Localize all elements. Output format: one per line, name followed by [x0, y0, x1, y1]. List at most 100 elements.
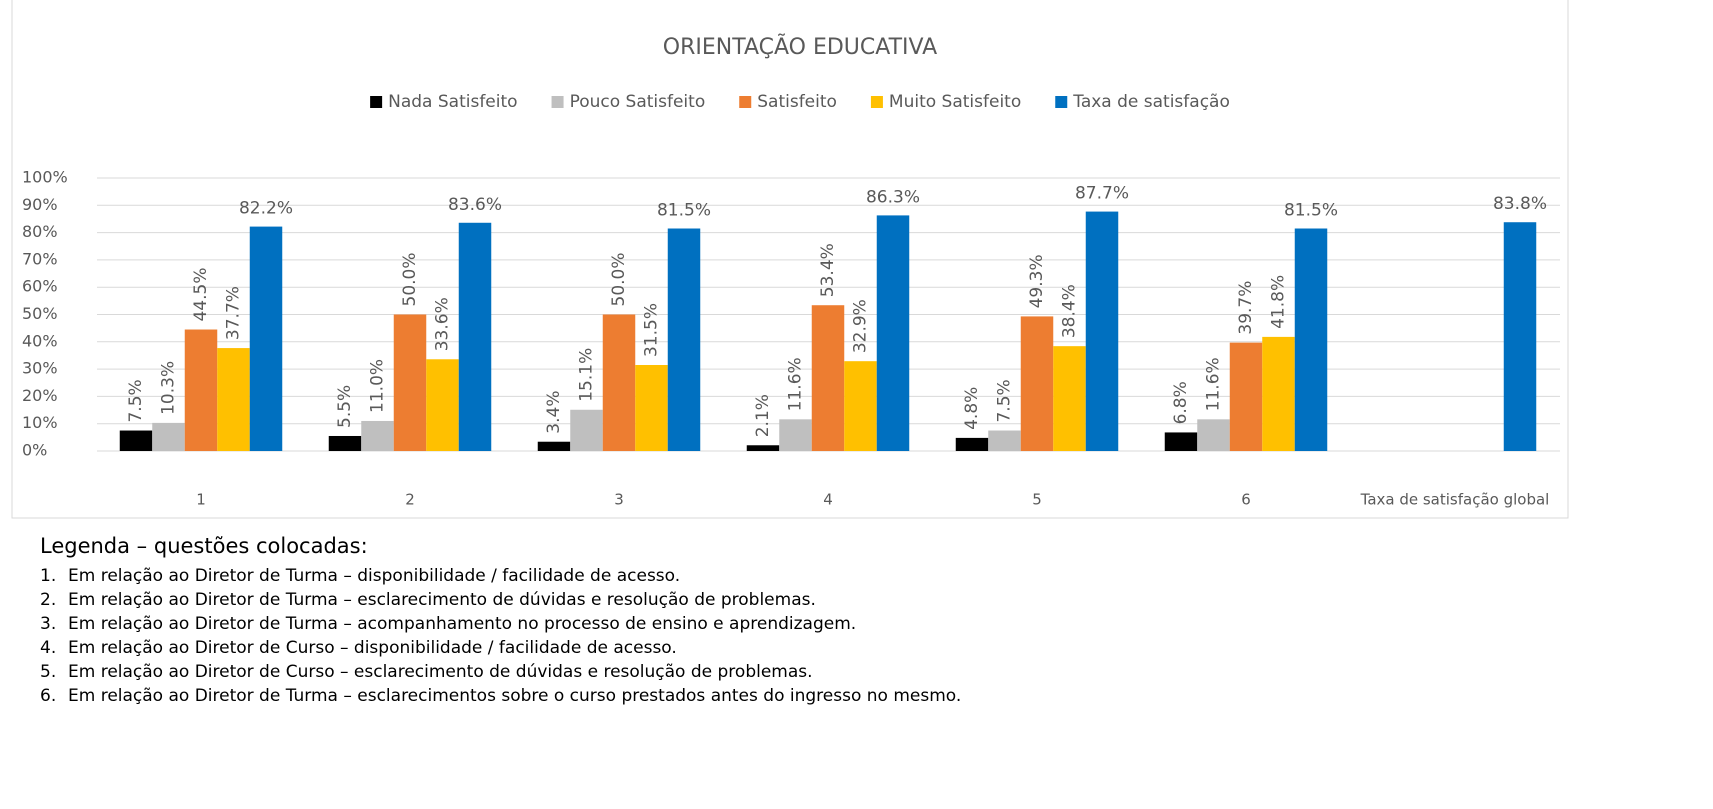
note-text: Em relação ao Diretor de Curso – esclare… [68, 662, 813, 682]
value-label: 50.0% [400, 252, 420, 306]
bar [1020, 316, 1054, 451]
bar [667, 228, 701, 451]
legend-label: Pouco Satisfeito [570, 92, 706, 112]
value-label: 49.3% [1027, 254, 1047, 308]
value-label: 4.8% [962, 387, 982, 430]
legend-swatch [870, 96, 883, 108]
note-number: 6. [40, 686, 57, 706]
bar [635, 365, 668, 451]
notes: Legenda – questões colocadas: 1. Em relaç… [40, 534, 961, 708]
bar [811, 305, 845, 451]
y-tick-label: 100% [22, 168, 68, 187]
bar [779, 419, 812, 451]
y-tick-label: 60% [22, 277, 58, 296]
value-label: 31.5% [642, 303, 662, 357]
note-text: Em relação ao Diretor de Turma – disponi… [68, 566, 681, 586]
legend-label: Nada Satisfeito [388, 92, 517, 112]
bar [602, 314, 636, 451]
note-item: 4. Em relação ao Diretor de Curso – dispo… [40, 636, 961, 660]
y-tick-label: 30% [22, 359, 58, 378]
bar [1229, 342, 1263, 451]
note-number: 3. [40, 614, 57, 634]
bar [844, 361, 877, 451]
note-item: 3. Em relação ao Diretor de Turma – acomp… [40, 612, 961, 636]
value-label: 11.6% [1204, 357, 1224, 411]
bar [361, 420, 394, 451]
note-text: Em relação ao Diretor de Turma – esclare… [68, 686, 962, 706]
bar [1294, 228, 1328, 451]
bar [876, 215, 910, 451]
legend-swatch [370, 96, 383, 108]
legend-swatch [1055, 96, 1068, 108]
value-label: 39.7% [1236, 281, 1256, 335]
bar [988, 430, 1021, 451]
y-tick-label: 70% [22, 249, 58, 268]
legend-swatch [739, 96, 752, 108]
value-label: 32.9% [851, 299, 871, 353]
y-tick-label: 50% [22, 304, 58, 323]
note-number: 5. [40, 662, 57, 682]
bar [249, 226, 283, 451]
note-item: 1. Em relação ao Diretor de Turma – dispo… [40, 564, 961, 588]
value-label: 38.4% [1060, 284, 1080, 338]
value-label: 83.6% [448, 195, 502, 215]
value-label: 41.8% [1269, 275, 1289, 329]
x-tick-label: 2 [405, 491, 415, 509]
bar [1262, 336, 1295, 451]
bar [426, 359, 459, 451]
y-tick-label: 80% [22, 222, 58, 241]
value-label: 83.8% [1493, 194, 1547, 214]
value-label: 81.5% [657, 201, 711, 221]
chart: ORIENTAÇÃO EDUCATIVA 0% 10% 20% 30% 40% 50% 60… [11, 0, 1569, 519]
note-number: 1. [40, 566, 57, 586]
legend-swatch [551, 96, 564, 108]
bar [1085, 211, 1119, 451]
x-tick-label: 6 [1241, 491, 1251, 509]
value-label: 81.5% [1284, 201, 1338, 221]
bar [746, 445, 780, 451]
value-label: 7.5% [126, 379, 146, 422]
bar [1503, 222, 1537, 451]
bar [570, 409, 603, 451]
x-tick-label: 4 [823, 491, 833, 509]
value-label: 2.1% [753, 394, 773, 437]
value-label: 11.6% [786, 357, 806, 411]
note-number: 4. [40, 638, 57, 658]
chart-title: ORIENTAÇÃO EDUCATIVA [663, 33, 937, 60]
bar [537, 441, 571, 451]
bar [458, 222, 492, 451]
note-number: 2. [40, 590, 57, 610]
value-label: 86.3% [866, 187, 920, 207]
bar [152, 422, 185, 451]
value-label: 10.3% [159, 361, 179, 415]
x-tick-label: 1 [196, 491, 206, 509]
bar [119, 430, 153, 451]
bar [184, 329, 218, 451]
value-label: 3.4% [544, 391, 564, 434]
x-tick-label: Taxa de satisfação global [1360, 491, 1550, 509]
value-label: 87.7% [1075, 184, 1129, 204]
bar [955, 437, 989, 451]
value-label: 11.0% [368, 359, 388, 413]
legend-label: Taxa de satisfação [1072, 92, 1230, 112]
value-label: 44.5% [191, 267, 211, 321]
y-tick-label: 10% [22, 413, 58, 432]
value-label: 7.5% [995, 379, 1015, 422]
value-label: 33.6% [433, 297, 453, 351]
y-tick-label: 90% [22, 195, 58, 214]
note-item: 6. Em relação ao Diretor de Turma – escla… [40, 684, 961, 708]
x-tick-label: 3 [614, 491, 624, 509]
note-text: Em relação ao Diretor de Turma – acompan… [68, 614, 857, 634]
value-label: 6.8% [1171, 381, 1191, 424]
bar [1197, 419, 1230, 451]
value-label: 82.2% [239, 199, 293, 219]
legend-label: Satisfeito [757, 92, 837, 112]
bar [328, 435, 362, 451]
value-label: 5.5% [335, 385, 355, 428]
note-item: 5. Em relação ao Diretor de Curso – escla… [40, 660, 961, 684]
bar [1053, 346, 1086, 451]
bar [393, 314, 427, 451]
notes-title: Legenda – questões colocadas: [40, 534, 368, 558]
note-text: Em relação ao Diretor de Curso – disponi… [68, 638, 677, 658]
